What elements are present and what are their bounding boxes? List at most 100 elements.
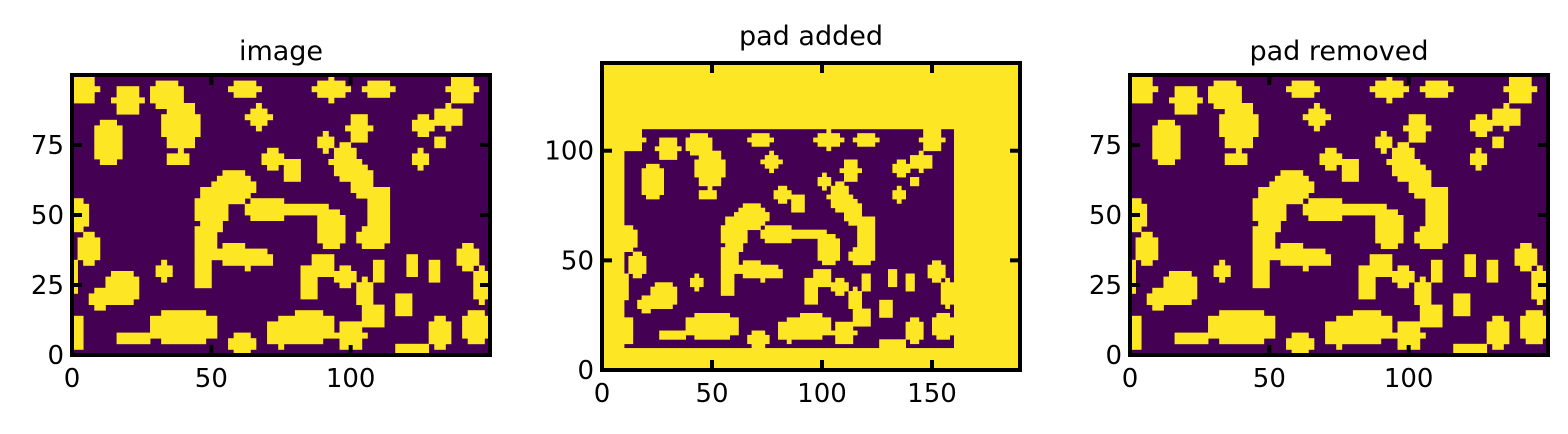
- heatmap-cell: [932, 260, 942, 266]
- heatmap-cell: [1169, 271, 1192, 277]
- heatmap-cell: [602, 181, 625, 187]
- heatmap-cell: [602, 133, 642, 138]
- heatmap-cell: [72, 226, 84, 233]
- heatmap-cell: [194, 276, 212, 283]
- heatmap-cell: [764, 163, 779, 169]
- heatmap-cell: [778, 321, 832, 327]
- heatmap-cell: [694, 172, 726, 178]
- heatmap-cell: [1152, 131, 1181, 137]
- heatmap-cell: [356, 293, 374, 300]
- heatmap-cell: [1252, 243, 1276, 249]
- heatmap-cell: [1358, 276, 1376, 283]
- heatmap-cell: [742, 273, 783, 279]
- heatmap-cell: [602, 198, 625, 204]
- heatmap-cell: [72, 276, 78, 283]
- heatmap-cell: [602, 207, 625, 213]
- heatmap-cell: [72, 220, 90, 227]
- heatmap-cell: [1130, 209, 1148, 216]
- heatmap-cell: [835, 181, 845, 187]
- heatmap-cell: [954, 168, 1021, 174]
- heatmap-cell: [350, 131, 368, 137]
- heatmap-cell: [1408, 187, 1449, 193]
- heatmap-cell: [333, 147, 357, 154]
- heatmap-cell: [194, 271, 212, 277]
- heatmap-cell: [954, 277, 1021, 283]
- heatmap-cell: [1325, 147, 1337, 154]
- heatmap-cell: [720, 264, 779, 270]
- heatmap-cell: [1369, 254, 1393, 261]
- heatmap-cell: [1252, 237, 1276, 244]
- heatmap-cell: [1252, 231, 1276, 238]
- heatmap-cell: [602, 141, 642, 147]
- heatmap-cell: [1152, 153, 1181, 160]
- heatmap-cell: [778, 330, 858, 336]
- heatmap-cell: [632, 273, 642, 279]
- heatmap-cell: [1430, 265, 1443, 272]
- heatmap-cell: [194, 226, 223, 233]
- heatmap-cell: [1486, 327, 1510, 333]
- heatmap-cell: [628, 264, 647, 270]
- heatmap-cell: [641, 185, 664, 191]
- heatmap-cell: [804, 286, 818, 292]
- heatmap-cell: [1252, 203, 1287, 210]
- heatmap-cell: [905, 326, 924, 331]
- heatmap-cell: [356, 237, 391, 244]
- heatmap-cell: [918, 168, 924, 174]
- heatmap-cell: [857, 229, 876, 235]
- heatmap-cell: [361, 226, 391, 233]
- heatmap-cell: [88, 299, 134, 305]
- heatmap-cell: [1520, 265, 1532, 272]
- heatmap-cell: [72, 91, 95, 98]
- heatmap-cell: [367, 209, 391, 216]
- heatmap-cell: [817, 177, 832, 182]
- heatmap-cell: [1475, 131, 1488, 137]
- heatmap-cell: [161, 276, 168, 283]
- heatmap-cell: [694, 286, 700, 292]
- heatmap-cell: [1414, 192, 1449, 199]
- heatmap-cell: [333, 164, 368, 171]
- heatmap-cell: [356, 282, 374, 289]
- heatmap-cell: [434, 108, 463, 115]
- heatmap-cell: [835, 321, 871, 327]
- heatmap-cell: [910, 339, 920, 345]
- heatmap-cell: [628, 269, 647, 274]
- heatmap-cell: [646, 194, 660, 200]
- heatmap-cell: [456, 254, 480, 261]
- heatmap-cell: [1397, 321, 1443, 328]
- heatmap-cell: [462, 332, 491, 339]
- heatmap-cell: [339, 282, 352, 289]
- heatmap-cell: [105, 276, 140, 283]
- heatmap-cell: [654, 146, 682, 152]
- heatmap-cell: [923, 146, 942, 152]
- heatmap-cell: [1208, 327, 1276, 333]
- heatmap-cell: [848, 304, 862, 309]
- heatmap-cell: [813, 269, 832, 274]
- heatmap-cell: [927, 264, 946, 270]
- heatmap-cell: [367, 198, 391, 205]
- heatmap-cell: [1475, 114, 1488, 121]
- heatmap-cell: [361, 304, 385, 311]
- heatmap-cell: [1308, 215, 1343, 221]
- heatmap-cell: [602, 124, 1021, 130]
- x-tick-label: 50: [195, 364, 228, 394]
- heatmap-cell: [1274, 175, 1309, 182]
- heatmap-cell: [395, 304, 413, 311]
- heatmap-cell: [954, 242, 1021, 248]
- heatmap-cell: [707, 185, 713, 191]
- heatmap-cell: [350, 119, 368, 126]
- heatmap-cell: [1130, 97, 1153, 104]
- heatmap-cell: [77, 243, 101, 249]
- heatmap-cell: [72, 327, 84, 333]
- heatmap-pad-removed: [1130, 75, 1549, 356]
- heatmap-cell: [473, 293, 491, 300]
- heatmap-cell: [1157, 159, 1175, 165]
- heatmap-cell: [1375, 136, 1393, 143]
- heatmap-cell: [896, 159, 906, 165]
- heatmap-cell: [602, 150, 625, 156]
- heatmap-cell: [1430, 259, 1443, 266]
- heatmap-cell: [861, 286, 871, 292]
- heatmap-cell: [1252, 271, 1270, 277]
- heatmap-cell: [1492, 142, 1504, 149]
- heatmap-cell: [804, 277, 832, 283]
- heatmap-cell: [844, 159, 858, 165]
